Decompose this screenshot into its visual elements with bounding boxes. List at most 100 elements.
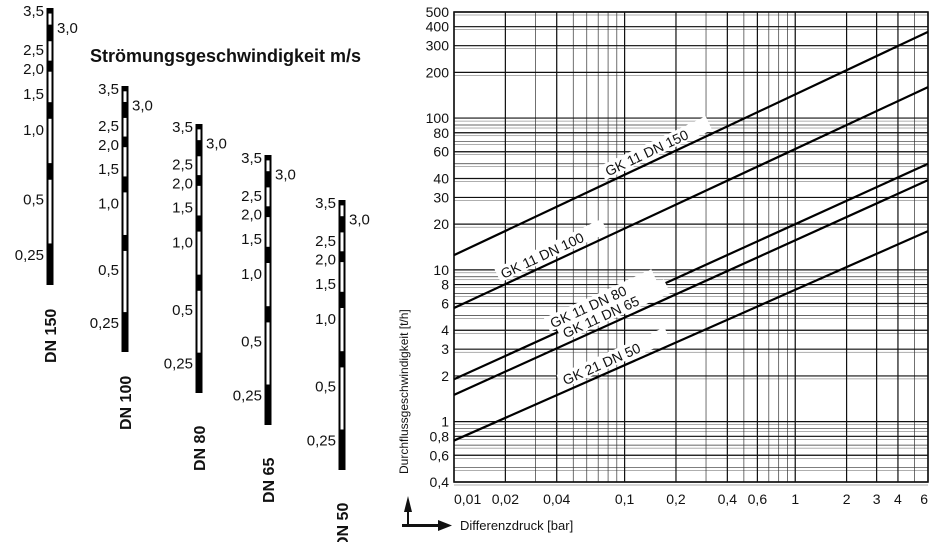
velocity-tick-label: 1,0 [241,266,262,283]
velocity-scale-segment [48,118,52,164]
x-axis-label: Differenzdruck [bar] [460,518,573,533]
x-tick-label: 6 [920,491,928,507]
series-line [453,230,929,442]
velocity-tick-label: 1,0 [23,122,44,139]
velocity-title: Strömungsgeschwindigkeit m/s [90,46,361,66]
velocity-scale-segment [266,263,270,307]
x-tick-labels: 0,01 0,02 0,04 0,1 0,2 0,4 0,6 1 2 3 4 6 [454,491,928,507]
velocity-tick-label: 0,25 [164,356,193,373]
velocity-tick-label: 3,5 [98,81,119,98]
y-tick-label: 40 [433,170,449,186]
velocity-scale-name: DN 100 [118,376,135,430]
grid-major [453,11,929,483]
series-label-background [598,116,713,181]
y-axis-arrow-icon [404,496,412,526]
y-tick-label: 3 [441,341,449,357]
x-tick-label: 0,01 [454,491,481,507]
x-tick-label: 1 [791,491,799,507]
series-lines [453,30,929,442]
velocity-scale-name: DN 65 [261,458,278,503]
y-tick-label: 0,6 [430,447,450,463]
y-tick-label: 10 [433,262,449,278]
velocity-scale-segment [340,205,344,217]
velocity-scale-segment [48,179,52,244]
velocity-tick-label: 0,5 [241,334,262,351]
velocity-tick-label: 3,0 [206,135,227,152]
y-tick-label: 400 [426,19,450,35]
velocity-tick-label: 2,0 [23,61,44,78]
velocity-tick-label: 2,0 [241,207,262,224]
velocity-tick-label: 1,5 [315,276,336,293]
y-tick-label: 4 [441,322,449,338]
velocity-tick-label: 0,5 [98,262,119,279]
series-label: GK 21 DN 50 [560,340,643,388]
velocity-tick-label: 0,25 [307,433,336,450]
y-tick-label: 2 [441,368,449,384]
velocity-tick-label: 2,0 [98,137,119,154]
velocity-scale-segment [340,232,344,252]
velocity-scale-name: DN 80 [192,426,209,471]
velocity-tick-label: 0,5 [172,302,193,319]
x-axis-arrow-icon [402,520,452,531]
velocity-scale-segment [197,129,201,141]
velocity-scale-segment [266,322,270,385]
x-tick-label: 0,1 [615,491,635,507]
y-tick-label: 60 [433,144,449,160]
y-tick-label: 6 [441,296,449,312]
velocity-scale-segment [197,156,201,176]
plot-frame [453,11,929,483]
y-tick-label: 8 [441,277,449,293]
velocity-scales: Strömungsgeschwindigkeit m/s 3,53,02,52,… [15,3,370,542]
velocity-tick-label: 2,0 [315,252,336,269]
flow-chart: 0,01 0,02 0,04 0,1 0,2 0,4 0,6 1 2 3 4 6 0,40,60,81… [397,4,929,533]
velocity-tick-label: 1,5 [23,86,44,103]
velocity-scale-segment [48,13,52,25]
velocity-scale-segment [340,262,344,292]
velocity-tick-label: 2,5 [23,42,44,59]
velocity-scale-segment [197,185,201,216]
x-tick-label: 4 [894,491,902,507]
y-tick-label: 1 [441,414,449,430]
velocity-scale-segment [340,367,344,430]
velocity-tick-label: 2,5 [241,188,262,205]
y-axis-label: Durchflussgeschwindigkeit [t/h] [397,309,411,474]
velocity-tick-label: 0,25 [90,315,119,332]
velocity-tick-label: 3,0 [275,167,296,184]
velocity-scale-segment [123,192,127,235]
velocity-tick-label: 0,5 [23,191,44,208]
series-label-background [494,219,608,283]
velocity-tick-label: 1,0 [315,311,336,328]
velocity-tick-label: 3,5 [241,150,262,167]
velocity-scale-segment [266,217,270,247]
velocity-scale-name: DN 150 [43,309,60,363]
velocity-tick-label: 3,0 [132,97,153,114]
velocity-tick-label: 2,5 [315,233,336,250]
velocity-tick-label: 3,5 [172,119,193,136]
x-tick-label: 0,2 [666,491,686,507]
grid-minor [453,11,929,486]
velocity-tick-label: 0,25 [15,247,44,264]
velocity-scale-segment [48,71,52,103]
velocity-tick-label: 0,5 [315,379,336,396]
velocity-tick-label: 0,25 [233,388,262,405]
x-tick-label: 0,4 [718,491,738,507]
velocity-tick-label: 1,0 [172,235,193,252]
series-line [453,86,929,310]
velocity-tick-label: 2,5 [172,157,193,174]
velocity-tick-label: 1,5 [241,231,262,248]
x-tick-label: 0,04 [543,491,570,507]
series-label: GK 11 DN 150 [603,126,691,179]
series-label-background [556,279,671,342]
series-label-background [543,269,658,332]
velocity-tick-label: 1,0 [98,195,119,212]
x-tick-label: 3 [873,491,881,507]
velocity-tick-label: 2,5 [98,118,119,135]
y-tick-label: 30 [433,189,449,205]
x-tick-label: 0,6 [748,491,768,507]
series-line [453,179,929,396]
velocity-tick-label: 1,5 [98,161,119,178]
velocity-tick-label: 2,0 [172,175,193,192]
series-label-background [556,327,671,389]
velocity-scale-segment [197,231,201,275]
velocity-tick-label: 3,5 [23,3,44,20]
